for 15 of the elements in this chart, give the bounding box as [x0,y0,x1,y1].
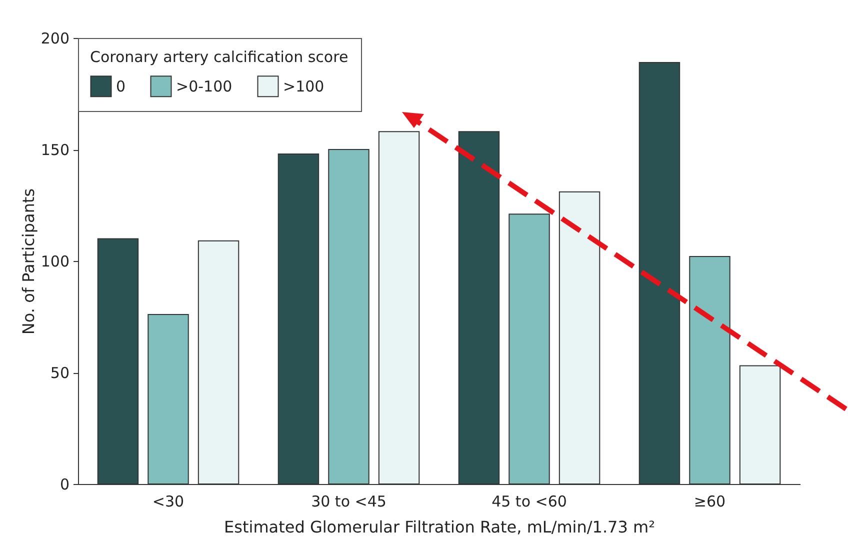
y-tick-label: 200 [40,30,70,48]
x-tick-label: 30 to <45 [311,492,386,510]
legend-label: 0 [116,77,126,96]
x-tick-label: <30 [152,492,184,510]
legend-label: >0-100 [176,77,232,96]
x-tick-label: ≥60 [694,492,726,510]
legend-title: Coronary artery calcification score [90,48,348,66]
y-tick-label: 150 [40,141,70,159]
x-axis-title: Estimated Glomerular Filtration Rate, mL/min/1.73 m² [224,518,655,536]
legend-label: >100 [283,77,324,96]
y-axis-title: No. of Participants [18,188,38,335]
y-tick-label: 0 [60,476,70,494]
y-tick-label: 100 [40,252,70,270]
y-tick-label: 50 [50,364,70,382]
x-tick-label: 45 to <60 [492,492,567,510]
